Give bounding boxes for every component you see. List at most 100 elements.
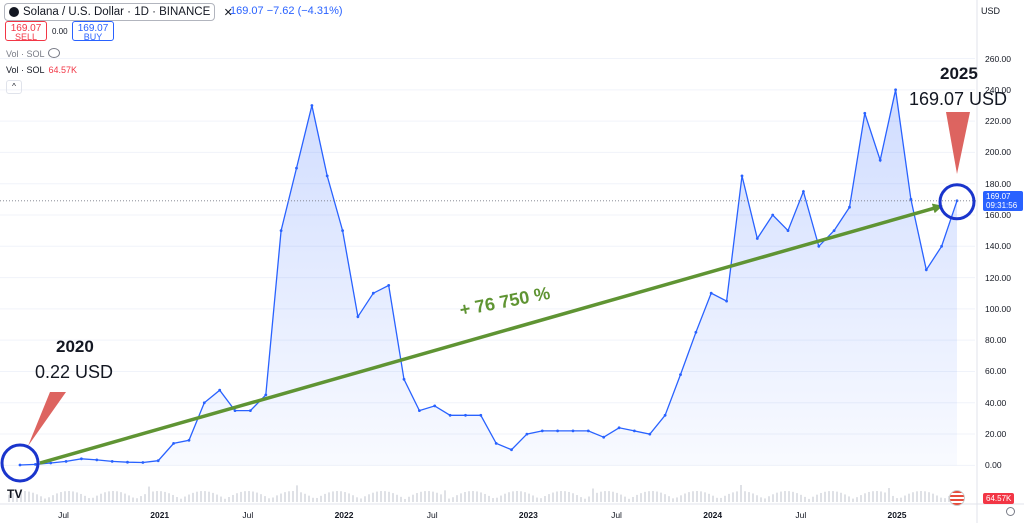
solana-icon (9, 7, 19, 17)
volume-legend-hidden: Vol · SOL (6, 49, 45, 59)
volume-bar (372, 492, 374, 502)
volume-bar (520, 491, 522, 502)
volume-bar (460, 493, 462, 502)
volume-bar (804, 496, 806, 502)
price-point (755, 237, 759, 240)
volume-bar (364, 496, 366, 502)
volume-bar (328, 492, 330, 502)
buy-button[interactable]: 169.07 BUY (72, 21, 114, 42)
volume-bar (488, 495, 490, 502)
price-point (694, 330, 698, 334)
gear-icon[interactable] (1006, 507, 1015, 516)
volume-bar (568, 491, 570, 502)
volume-bar (116, 491, 118, 502)
volume-bar (96, 495, 98, 502)
volume-bar (244, 491, 246, 502)
volume-bar (264, 496, 266, 502)
currency-label[interactable]: USD (980, 6, 1000, 16)
volume-bar (204, 491, 206, 502)
volume-bar (620, 494, 622, 502)
collapse-legend-icon[interactable]: ^ (6, 80, 22, 94)
price-point (18, 463, 22, 467)
volume-legend: Vol · SOL 64.57K (6, 65, 77, 75)
volume-bar (48, 497, 50, 502)
symbol-header[interactable]: Solana / U.S. Dollar · 1D · BINANCE ✕ (4, 3, 235, 21)
volume-bar (148, 486, 150, 502)
volume-bar (560, 491, 562, 502)
volume-bar (656, 491, 658, 502)
price-point (556, 429, 559, 433)
volume-bar (424, 491, 426, 502)
start-pointer-arrow (28, 392, 66, 446)
annotation-end-year: 2025 (940, 64, 978, 83)
volume-bar (132, 497, 134, 502)
volume-bar (352, 495, 354, 502)
volume-bar (220, 496, 222, 502)
volume-bar (480, 492, 482, 502)
volume-bar (728, 493, 730, 502)
volume-bar (916, 491, 918, 502)
volume-bar (636, 494, 638, 502)
volume-bar (432, 491, 434, 502)
volume-bar (584, 498, 586, 502)
volume-bar (40, 496, 42, 502)
time-tick-label: Jul (58, 510, 69, 520)
tradingview-logo-icon[interactable]: TV (7, 487, 23, 501)
volume-bar (840, 492, 842, 502)
volume-bar (476, 491, 478, 502)
price-point (64, 460, 68, 463)
price-point (433, 404, 437, 408)
volume-bar (892, 495, 894, 502)
volume-bar (212, 492, 214, 502)
volume-bar (36, 494, 38, 502)
volume-bar (200, 491, 202, 502)
price-tick-label: 20.00 (985, 429, 1007, 440)
volume-bar (856, 497, 858, 502)
volume-bar (864, 493, 866, 502)
volume-bar (144, 494, 146, 502)
volume-bar (748, 492, 750, 502)
volume-bar (52, 495, 54, 502)
volume-bar (680, 495, 682, 502)
volume-bar (540, 498, 542, 502)
volume-bar (136, 498, 138, 502)
volume-bar (128, 495, 130, 502)
volume-bar (784, 491, 786, 502)
price-tick-label: 100.00 (985, 303, 1011, 314)
volume-bar (280, 493, 282, 502)
volume-bar (556, 491, 558, 502)
price-point (725, 299, 728, 303)
price-point (924, 268, 928, 272)
volume-bar (692, 491, 694, 502)
volume-bar (16, 491, 18, 502)
price-point (740, 174, 744, 178)
volume-bar (44, 498, 46, 502)
eye-hidden-icon[interactable] (48, 48, 60, 58)
volume-value: 64.57K (48, 65, 78, 75)
sell-button[interactable]: 169.07 SELL (5, 21, 47, 42)
price-point (602, 435, 606, 439)
buy-price: 169.07 (77, 23, 109, 34)
volume-bar (796, 493, 798, 502)
price-point (525, 432, 529, 436)
volume-bar (496, 497, 498, 502)
end-highlight-circle (938, 183, 976, 221)
annotation-start-year: 2020 (56, 337, 94, 356)
symbol-box[interactable]: Solana / U.S. Dollar · 1D · BINANCE (4, 3, 216, 21)
price-point (663, 413, 667, 417)
volume-bar (524, 492, 526, 502)
volume-bar (8, 494, 10, 502)
volume-bar (528, 493, 530, 502)
time-tick-label: Jul (795, 510, 807, 520)
close-icon[interactable]: ✕ (223, 6, 233, 19)
volume-bar (344, 492, 346, 502)
volume-bar (228, 497, 230, 502)
price-tick-label: 140.00 (985, 241, 1011, 252)
volume-bar (928, 492, 930, 502)
price-tick-label: 260.00 (985, 53, 1011, 64)
volume-bar (124, 493, 126, 502)
volume-bar (664, 494, 666, 502)
volume-bar (512, 491, 514, 502)
price-point (940, 244, 943, 248)
